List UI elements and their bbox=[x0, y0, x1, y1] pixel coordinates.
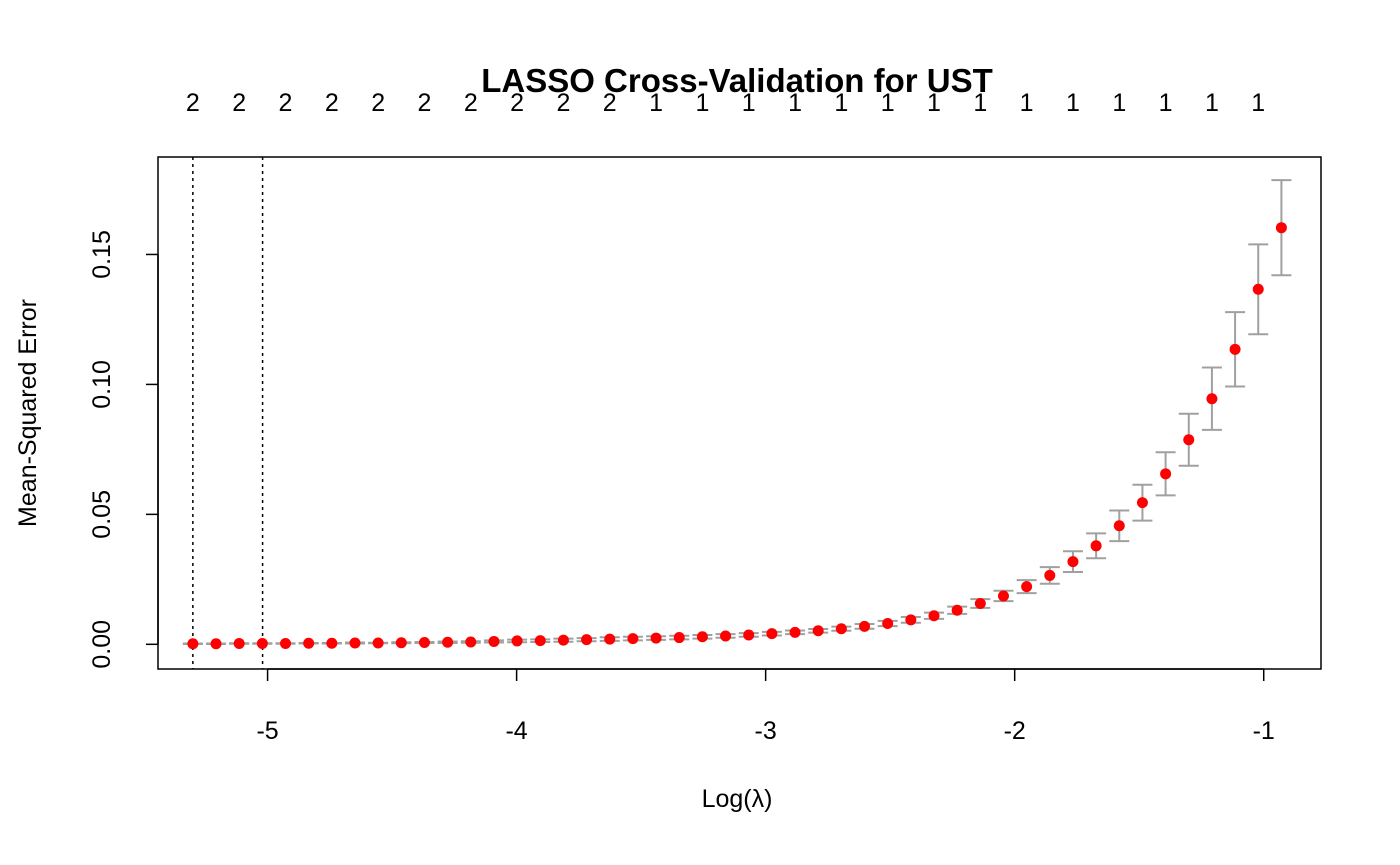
x-axis-label: Log(λ) bbox=[702, 785, 773, 813]
y-tick-label: 0.05 bbox=[88, 490, 116, 539]
data-point bbox=[905, 614, 917, 626]
data-point bbox=[627, 633, 639, 645]
top-count-label: 1 bbox=[1205, 89, 1219, 117]
point-layer bbox=[187, 222, 1287, 650]
y-axis-label: Mean-Squared Error bbox=[14, 299, 42, 527]
y-tick-label: 0.15 bbox=[88, 230, 116, 279]
data-point bbox=[210, 638, 222, 650]
vline-layer bbox=[192, 157, 264, 669]
data-point bbox=[465, 636, 477, 648]
x-tick-label: -3 bbox=[755, 717, 777, 745]
data-point bbox=[789, 626, 801, 638]
data-point bbox=[766, 628, 778, 640]
data-point bbox=[349, 637, 361, 649]
data-point bbox=[1044, 569, 1056, 581]
data-point bbox=[534, 635, 546, 647]
top-count-label: 1 bbox=[1112, 89, 1126, 117]
data-point bbox=[256, 638, 268, 650]
data-point bbox=[1021, 581, 1033, 593]
data-point bbox=[859, 620, 871, 632]
errorbar-layer bbox=[182, 179, 1292, 646]
data-point bbox=[1090, 540, 1102, 552]
top-count-label: 1 bbox=[1066, 89, 1080, 117]
top-count-label: 2 bbox=[325, 89, 339, 117]
data-point bbox=[1160, 468, 1172, 480]
data-point bbox=[581, 634, 593, 646]
top-count-label: 2 bbox=[279, 89, 293, 117]
chart-title: LASSO Cross-Validation for UST bbox=[481, 62, 993, 99]
data-point bbox=[557, 634, 569, 646]
data-point bbox=[187, 638, 199, 650]
data-point bbox=[1275, 222, 1287, 234]
top-count-label: 2 bbox=[232, 89, 246, 117]
top-count-label: 1 bbox=[1020, 89, 1034, 117]
data-point bbox=[326, 637, 338, 649]
data-point bbox=[1136, 497, 1148, 509]
x-tick-label: -2 bbox=[1004, 717, 1026, 745]
top-count-label: 2 bbox=[556, 89, 570, 117]
data-point bbox=[951, 604, 963, 616]
top-count-label: 2 bbox=[186, 89, 200, 117]
data-point bbox=[974, 598, 986, 610]
top-count-label: 1 bbox=[695, 89, 709, 117]
top-count-label: 2 bbox=[464, 89, 478, 117]
data-point bbox=[1252, 283, 1264, 295]
data-point bbox=[1206, 393, 1218, 405]
data-point bbox=[835, 623, 847, 635]
data-point bbox=[928, 610, 940, 622]
data-point bbox=[280, 638, 292, 650]
data-point bbox=[395, 637, 407, 649]
top-count-label: 1 bbox=[788, 89, 802, 117]
data-point bbox=[233, 638, 245, 650]
x-tick-label: -4 bbox=[505, 717, 527, 745]
data-point bbox=[372, 637, 384, 649]
data-point bbox=[882, 618, 894, 630]
top-count-label: 1 bbox=[1159, 89, 1173, 117]
data-point bbox=[488, 635, 500, 647]
data-point bbox=[743, 629, 755, 641]
top-count-label: 1 bbox=[742, 89, 756, 117]
top-count-label: 1 bbox=[927, 89, 941, 117]
data-point bbox=[418, 636, 430, 648]
top-count-label: 1 bbox=[1251, 89, 1265, 117]
top-count-label: 2 bbox=[510, 89, 524, 117]
top-count-label: 2 bbox=[371, 89, 385, 117]
data-point bbox=[1183, 434, 1195, 446]
data-point bbox=[511, 635, 523, 647]
top-axis-counts: 2 2 2 2 2 2 2 2 2 2 1 1 1 1 1 1 1 1 1 1 1 1 1 1 bbox=[186, 89, 1265, 117]
top-count-label: 1 bbox=[834, 89, 848, 117]
data-point bbox=[696, 631, 708, 643]
data-point bbox=[442, 636, 454, 648]
data-point bbox=[812, 625, 824, 637]
data-point bbox=[997, 590, 1009, 602]
data-point bbox=[604, 633, 616, 645]
top-count-label: 2 bbox=[603, 89, 617, 117]
data-point bbox=[303, 637, 315, 649]
data-point bbox=[1113, 520, 1125, 532]
y-tick-label: 0.10 bbox=[88, 360, 116, 409]
x-axis: -5 -4 -3 -2 -1 bbox=[256, 668, 1275, 745]
data-point bbox=[673, 632, 685, 644]
plot-frame bbox=[157, 156, 1322, 670]
data-point bbox=[1229, 343, 1241, 355]
top-count-label: 1 bbox=[881, 89, 895, 117]
top-count-label: 2 bbox=[418, 89, 432, 117]
x-tick-label: -5 bbox=[256, 717, 278, 745]
y-axis: 0.00 0.05 0.10 0.15 bbox=[88, 230, 159, 669]
data-point bbox=[720, 630, 732, 642]
x-tick-label: -1 bbox=[1253, 717, 1275, 745]
y-tick-label: 0.00 bbox=[88, 620, 116, 669]
data-point bbox=[650, 632, 662, 644]
data-point bbox=[1067, 556, 1079, 568]
top-count-label: 1 bbox=[973, 89, 987, 117]
top-count-label: 1 bbox=[649, 89, 663, 117]
